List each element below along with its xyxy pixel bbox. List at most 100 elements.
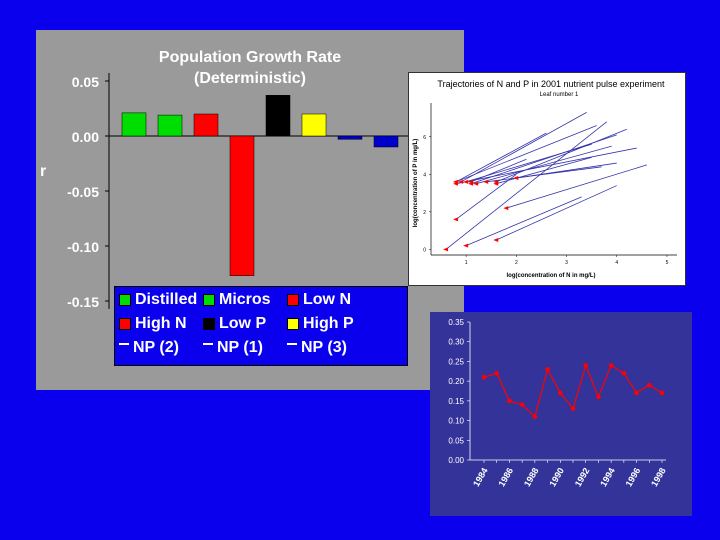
ts-point: [557, 390, 563, 396]
ts-point: [634, 390, 639, 396]
trajectory-chart-title: Trajectories of N and P in 2001 nutrient…: [437, 79, 665, 89]
trajectory-line: [465, 196, 582, 246]
trajectory-line: [496, 157, 592, 185]
trajectory-arrowhead: [483, 179, 489, 184]
trajectory-chart-lines: [443, 112, 647, 252]
time-series-axis: 0.00 0.05 0.10 0.15 0.20 0.25 0.30 0.35 1984 1986…: [448, 318, 667, 488]
legend-swatch: [203, 343, 213, 345]
trajectory-chart-subtitle: Leaf number 1: [540, 92, 579, 98]
trajectory-line: [516, 162, 617, 179]
ts-x-tick-label: 1990: [547, 466, 566, 488]
legend-item: High N: [119, 315, 187, 333]
ts-point: [545, 367, 550, 372]
traj-x-tick-label: 1: [465, 260, 468, 266]
ts-x-tick-label: 1994: [598, 466, 617, 488]
ts-point: [659, 390, 665, 396]
ts-x-tick-label: 1984: [471, 466, 490, 488]
legend-label: NP (2): [133, 339, 179, 356]
ts-point: [596, 394, 601, 400]
ts-x-tick-label: 1992: [573, 466, 592, 488]
bar-y-tick-label: 0.05: [72, 74, 99, 90]
ts-point: [507, 398, 512, 404]
traj-y-tick-label: 2: [423, 210, 426, 216]
legend-item: NP (3): [287, 339, 347, 357]
legend-swatch: [287, 318, 299, 330]
ts-point: [583, 363, 589, 368]
ts-point: [608, 363, 614, 368]
traj-x-tick-label: 4: [615, 260, 618, 266]
ts-y-tick-label: 0.15: [448, 397, 464, 406]
traj-y-tick-label: 4: [423, 172, 426, 178]
ts-y-tick-label: 0.05: [448, 436, 464, 445]
ts-point: [532, 414, 538, 419]
legend-swatch: [203, 318, 215, 330]
legend-item: NP (2): [119, 339, 179, 357]
bar-y-tick-label: -0.15: [67, 294, 99, 310]
bar-y-tick-label: 0.00: [72, 129, 99, 145]
trajectory-arrowhead: [458, 179, 464, 184]
traj-y-tick-label: 0: [423, 247, 426, 253]
trajectory-arrowhead: [503, 206, 509, 211]
ts-y-tick-label: 0.25: [448, 357, 464, 366]
trajectory-arrowhead: [468, 179, 474, 184]
legend-label: High P: [303, 315, 354, 332]
trajectory-arrowhead: [493, 237, 499, 242]
traj-y-tick-label: 6: [423, 135, 426, 141]
trajectory-line: [476, 145, 612, 185]
bar-chart-axis: 0.05 0.00 -0.05 -0.10 -0.15: [67, 73, 456, 310]
ts-point: [494, 370, 500, 376]
trajectory-arrowhead: [453, 217, 459, 222]
legend-label: High N: [135, 315, 187, 332]
trajectory-arrowhead: [493, 181, 499, 186]
ts-x-tick-label: 1998: [649, 466, 668, 488]
trajectory-line: [496, 185, 617, 241]
legend-item: NP (1): [203, 339, 263, 357]
trajectory-line: [471, 158, 527, 183]
bar-high-n: [229, 135, 255, 276]
trajectory-line: [496, 128, 627, 183]
time-series-svg: 0.00 0.05 0.10 0.15 0.20 0.25 0.30 0.35 1984 1986…: [448, 318, 667, 488]
trajectory-line: [455, 125, 597, 183]
traj-x-tick-label: 3: [565, 260, 568, 266]
legend-label: NP (3): [301, 339, 347, 356]
legend-item: Micros: [203, 291, 271, 309]
trajectory-line: [445, 121, 607, 250]
trajectory-chart-ylabel: log(concentration of P in mg/L): [413, 139, 419, 228]
bar-distilled: [121, 112, 147, 137]
bar-chart-panel: Population Growth Rate (Deterministic) r…: [36, 30, 464, 390]
bar-np-2-: [337, 135, 363, 140]
bar-chart-subtitle: (Deterministic): [194, 70, 306, 87]
legend-item: Low N: [287, 291, 351, 309]
legend-item: Distilled: [119, 291, 197, 309]
trajectory-arrowhead: [453, 179, 459, 184]
legend-swatch: [119, 294, 131, 306]
trajectory-line: [506, 164, 647, 209]
bar-chart-legend: Distilled Micros Low N High N Low P High P NP …: [114, 286, 408, 366]
trajectory-chart-svg: Trajectories of N and P in 2001 nutrient…: [413, 79, 677, 279]
bar-y-tick-label: -0.05: [67, 184, 99, 200]
legend-swatch: [119, 318, 131, 330]
trajectory-arrowhead: [443, 247, 449, 252]
ts-y-tick-label: 0.20: [448, 377, 464, 386]
bar-high-p: [301, 113, 327, 137]
time-series-marks: [481, 363, 665, 419]
bar-y-tick-label: -0.10: [67, 239, 99, 255]
legend-label: NP (1): [217, 339, 263, 356]
trajectory-arrowhead: [513, 176, 519, 181]
bar-np-1-: [373, 135, 399, 148]
ts-y-tick-label: 0.00: [448, 456, 464, 465]
bar-chart-bars: [121, 95, 399, 276]
trajectory-chart-axis: 0 2 4 6 1 2 3 4 5: [423, 103, 677, 266]
traj-x-tick-label: 2: [515, 260, 518, 266]
bar-micros: [157, 114, 183, 137]
ts-point: [570, 406, 576, 412]
ts-x-tick-label: 1996: [624, 466, 643, 488]
legend-label: Low P: [219, 315, 267, 332]
trajectory-line: [455, 132, 547, 183]
trajectory-arrowhead: [463, 243, 469, 248]
ts-point: [621, 370, 627, 376]
legend-item: High P: [287, 315, 354, 333]
bar-chart-svg: Population Growth Rate (Deterministic) r…: [40, 49, 456, 310]
bar-low-p: [265, 95, 291, 137]
legend-label: Low N: [303, 291, 351, 308]
